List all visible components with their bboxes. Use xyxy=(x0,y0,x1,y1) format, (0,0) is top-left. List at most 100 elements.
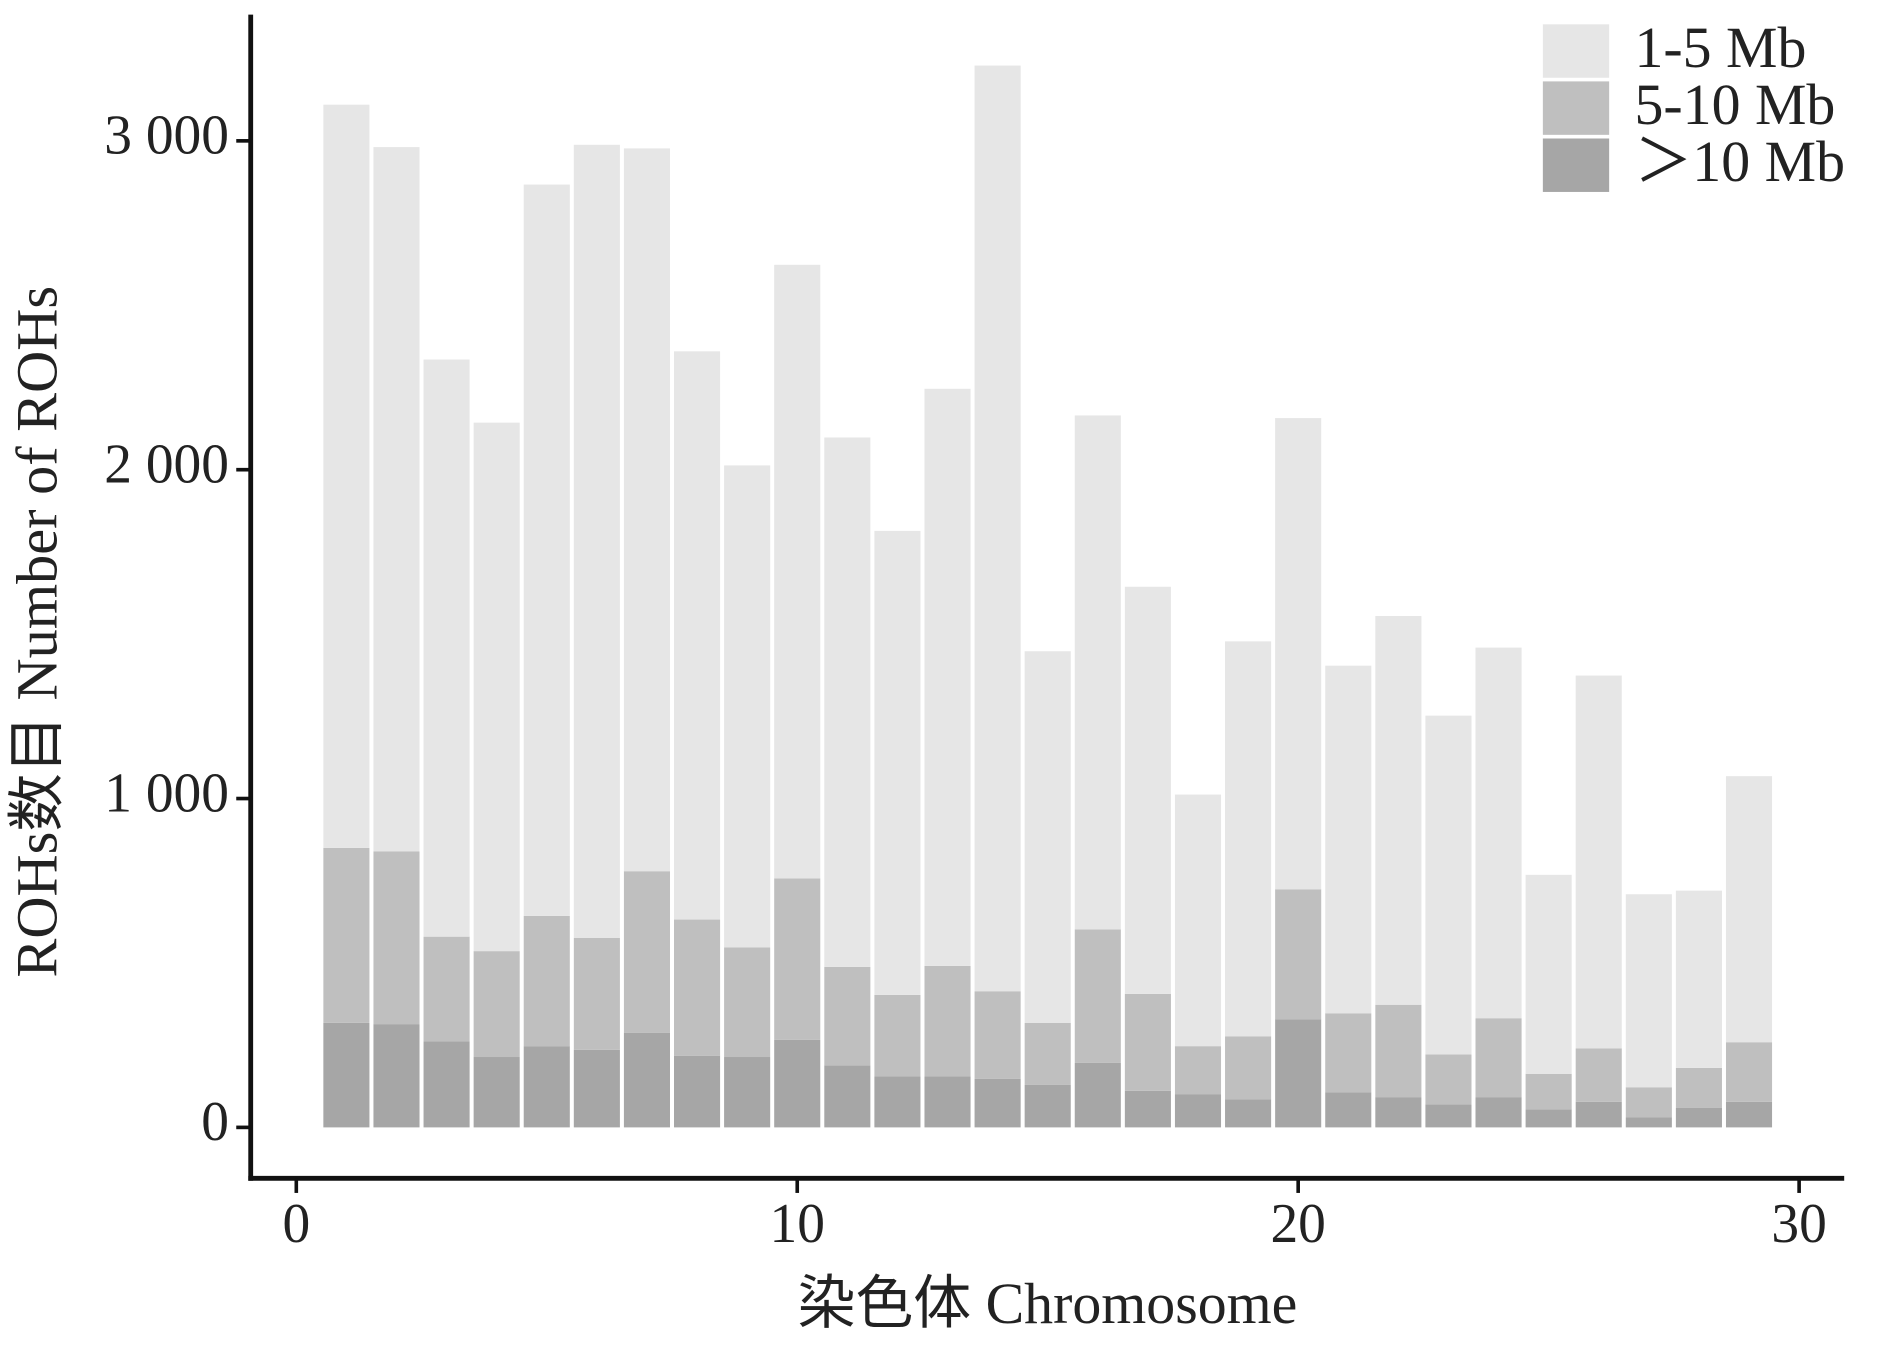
bar-segment xyxy=(1575,675,1622,1049)
bar-segment xyxy=(674,1055,721,1128)
bar-segment xyxy=(824,966,871,1066)
bar-segment xyxy=(1725,1101,1773,1128)
bar-segment xyxy=(874,1076,921,1128)
bar-segment xyxy=(724,465,771,948)
bar-segment xyxy=(623,871,670,1033)
bar-segment xyxy=(824,437,871,967)
bar-segment xyxy=(623,1032,670,1128)
bar-segment xyxy=(1425,1054,1472,1105)
bar-segment xyxy=(774,878,821,1040)
bar-segment xyxy=(1275,418,1322,890)
bar-segment xyxy=(1375,616,1422,1005)
bar-segment xyxy=(623,148,670,872)
y-axis-label: ROHs数目 Number of ROHs xyxy=(5,286,70,978)
legend-label: 1-5 Mb xyxy=(1634,15,1806,80)
x-tick-label: 30 xyxy=(1771,1193,1826,1255)
bar-segment xyxy=(1174,794,1222,1047)
bar-segment xyxy=(924,1076,971,1128)
bar-segment xyxy=(1074,929,1121,1063)
bar-segment xyxy=(1325,1013,1372,1093)
bar-segment xyxy=(1174,1094,1222,1128)
bar-segment xyxy=(523,915,570,1047)
bar-segment xyxy=(974,65,1021,992)
bar-segment xyxy=(323,104,370,848)
legend-swatch xyxy=(1542,138,1610,192)
bar-segment xyxy=(523,184,570,916)
bar-segment xyxy=(774,264,821,879)
bar-segment xyxy=(724,947,771,1058)
bar-segment xyxy=(373,1024,420,1128)
bar-segment xyxy=(1124,993,1171,1091)
bar-segment xyxy=(1325,665,1372,1014)
bar-segment xyxy=(1475,1097,1522,1128)
bar-segment xyxy=(924,388,971,966)
bar-segment xyxy=(874,530,921,995)
bar-segment xyxy=(573,1049,620,1128)
bar-segment xyxy=(1275,889,1322,1020)
bar-segment xyxy=(1375,1004,1422,1098)
bar-segment xyxy=(1124,1090,1171,1128)
bar-segment xyxy=(1325,1092,1372,1128)
y-tick-label: 1 000 xyxy=(104,762,229,824)
bar-segment xyxy=(1675,1107,1722,1128)
bar-segment xyxy=(774,1039,821,1128)
bar-segment xyxy=(573,937,620,1050)
bar-segment xyxy=(674,351,721,920)
bar-segment xyxy=(1225,641,1272,1037)
bar-segment xyxy=(1124,586,1171,994)
x-axis-label: 染色体 Chromosome xyxy=(798,1271,1298,1336)
bar-segment xyxy=(1024,1022,1071,1085)
bar-segment xyxy=(523,1046,570,1128)
legend-swatch xyxy=(1542,81,1610,135)
bar-segment xyxy=(1425,715,1472,1055)
x-tick-label: 20 xyxy=(1270,1193,1325,1255)
bar-segment xyxy=(1375,1097,1422,1128)
bar-segment xyxy=(974,991,1021,1079)
bar-segment xyxy=(974,1078,1021,1128)
bar-segment xyxy=(874,994,921,1077)
bar-segment xyxy=(1024,651,1071,1023)
bar-segment xyxy=(1074,415,1121,930)
bar-segment xyxy=(423,936,470,1042)
bar-segment xyxy=(674,919,721,1056)
bar-segment xyxy=(1225,1099,1272,1128)
bar-segment xyxy=(373,147,420,852)
legend-swatch xyxy=(1542,24,1610,78)
bar-segment xyxy=(1675,1067,1722,1108)
y-tick-label: 3 000 xyxy=(104,104,229,166)
bar-segment xyxy=(1475,647,1522,1019)
bar-segment xyxy=(1024,1084,1071,1128)
bar-segment xyxy=(373,851,420,1025)
bar-segment xyxy=(1174,1046,1222,1095)
bar-segment xyxy=(473,1057,520,1128)
legend-label: ＞10 Mb xyxy=(1634,129,1845,194)
y-tick-label: 2 000 xyxy=(104,433,229,495)
bar-segment xyxy=(1625,1087,1672,1118)
bar-segment xyxy=(1625,894,1672,1088)
bar-segment xyxy=(1475,1018,1522,1098)
bar-segment xyxy=(1525,874,1572,1074)
bar-segment xyxy=(1625,1117,1672,1128)
bar-segment xyxy=(1675,890,1722,1068)
bar-segment xyxy=(1225,1036,1272,1100)
y-tick-label: 0 xyxy=(201,1091,229,1153)
bar-segment xyxy=(1725,1042,1773,1102)
x-tick-label: 10 xyxy=(770,1193,825,1255)
x-tick-label: 0 xyxy=(282,1193,310,1255)
bar-segment xyxy=(473,951,520,1058)
bar-segment xyxy=(924,965,971,1077)
bar-segment xyxy=(423,1041,470,1128)
bar-segment xyxy=(1425,1104,1472,1128)
bar-segment xyxy=(473,422,520,952)
bar-segment xyxy=(573,144,620,938)
bar-segment xyxy=(1725,776,1773,1043)
bar-segment xyxy=(1275,1019,1322,1128)
legend-label: 5-10 Mb xyxy=(1634,72,1835,137)
bar-segment xyxy=(1575,1101,1622,1128)
bar-segment xyxy=(824,1065,871,1128)
bar-segment xyxy=(1074,1062,1121,1128)
bar-segment xyxy=(323,1022,370,1128)
bar-segment xyxy=(423,359,470,937)
bar-segment xyxy=(323,847,370,1023)
